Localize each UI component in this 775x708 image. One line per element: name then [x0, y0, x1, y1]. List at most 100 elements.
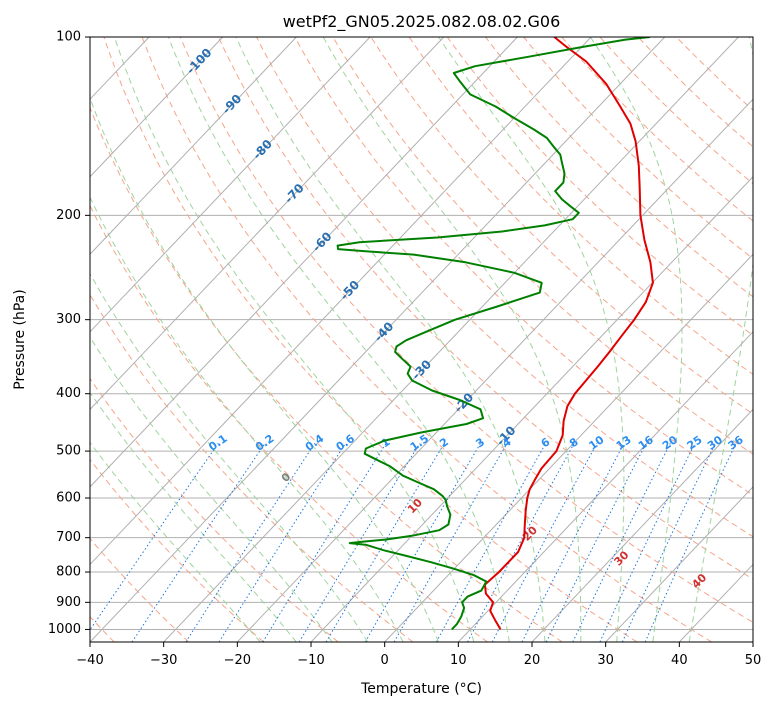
isotherm-line	[752, 641, 753, 642]
dry-adiabat	[217, 37, 753, 580]
moist-adiabat	[589, 37, 683, 642]
mixing-ratio-line	[644, 443, 737, 642]
mixing-ratio-label: 30	[705, 433, 725, 453]
moist-adiabat	[90, 441, 261, 642]
moist-adiabat-label: 10	[405, 496, 425, 516]
mixing-ratio-line	[572, 443, 671, 642]
y-tick-label: 700	[56, 530, 81, 545]
dry-adiabat	[332, 37, 753, 455]
dry-adiabat	[90, 204, 488, 642]
moist-adiabat	[90, 336, 333, 642]
mixing-ratio-label: 0.6	[334, 432, 358, 454]
dry-adiabat	[179, 37, 753, 623]
chart-title: wetPf2_GN05.2025.082.08.02.G06	[283, 12, 561, 32]
dewpoint-profile-line	[336, 37, 651, 631]
isotherm-line	[310, 176, 753, 642]
mixing-ratio-line	[325, 443, 445, 642]
dry-adiabat	[103, 37, 638, 642]
moist-adiabat	[167, 37, 510, 642]
x-tick-label: −30	[150, 653, 177, 668]
x-tick-label: 10	[450, 653, 467, 668]
isotherm-line	[90, 37, 518, 488]
dry-adiabat	[523, 37, 753, 260]
mixing-ratio-line	[599, 443, 696, 642]
mixing-ratio-label: 36	[726, 433, 746, 453]
moist-adiabat	[688, 37, 753, 642]
isotherm-line	[90, 37, 297, 256]
y-tick-label: 400	[56, 386, 81, 401]
x-tick-label: 20	[524, 653, 541, 668]
dry-adiabat	[599, 37, 753, 185]
dry-adiabat	[256, 37, 753, 538]
x-tick-label: 40	[671, 653, 688, 668]
isotherm-line	[531, 408, 753, 642]
mixing-ratio-line	[621, 443, 716, 642]
mixing-ratio-line	[545, 443, 647, 642]
y-tick-label: 800	[56, 565, 81, 580]
isotherm-line	[90, 37, 592, 566]
dry-adiabat	[637, 37, 753, 148]
moist-adiabat-label: 40	[689, 571, 709, 591]
y-tick-label: 900	[56, 595, 81, 610]
plot-area: -100-90-80-70-60-50-40-30-20-100.1 0.2 0.4…	[0, 37, 753, 642]
mixing-ratio-line	[435, 443, 547, 642]
mixing-ratio-line	[185, 443, 316, 642]
x-tick-label: −10	[297, 653, 324, 668]
dry-adiabat	[294, 37, 753, 496]
isotherm-line	[90, 37, 666, 642]
mixing-ratio-line	[298, 443, 421, 642]
mixing-ratio-label: 13	[614, 433, 634, 452]
y-tick-label: 300	[56, 312, 81, 327]
x-axis-ticks: −40 −30 −20 −10 0 10 20 30 40 50	[76, 642, 761, 668]
dry-adiabat	[561, 37, 753, 222]
x-axis-label: Temperature (°C)	[360, 681, 482, 697]
mixing-ratio-line	[491, 443, 598, 642]
mixing-ratio-label: 16	[636, 433, 656, 453]
dry-adiabat	[90, 458, 264, 642]
x-tick-label: 0	[381, 653, 389, 668]
dry-adiabat	[90, 293, 414, 642]
moist-adiabats	[90, 37, 753, 642]
y-tick-label: 500	[56, 444, 81, 459]
isotherm-line	[90, 37, 371, 333]
dry-adiabat	[446, 37, 753, 336]
temperature-profile-line	[483, 37, 654, 630]
mixing-ratio-label: 20	[660, 433, 680, 453]
mixing-ratio-label: 0.2	[253, 432, 276, 454]
dry-adiabat	[90, 377, 339, 642]
mixing-ratio-line	[90, 443, 219, 631]
mixing-ratio-line	[218, 443, 347, 642]
isotherm-line	[605, 486, 753, 642]
isotherm-line	[457, 331, 753, 642]
isotherms	[0, 37, 753, 642]
x-tick-label: −40	[76, 653, 103, 668]
moist-adiabat	[322, 37, 582, 642]
dry-adiabat	[408, 37, 753, 375]
isotherm-line	[384, 253, 753, 642]
mixing-ratio-label: 25	[685, 433, 705, 452]
isotherm-line	[90, 37, 224, 178]
x-tick-label: 30	[597, 653, 614, 668]
moist-adiabat	[90, 96, 439, 642]
plot-frame	[89, 36, 754, 643]
moist-adiabat	[90, 196, 404, 642]
x-tick-label: 50	[745, 653, 762, 668]
mixing-ratio-line	[467, 443, 575, 642]
moist-adiabat	[235, 37, 546, 642]
moist-adiabat	[114, 37, 475, 642]
x-tick-label: −20	[224, 653, 251, 668]
mixing-ratio-lines	[90, 443, 737, 642]
dry-adiabat	[370, 37, 753, 415]
sounding-series	[336, 37, 654, 631]
y-axis-label: Pressure (hPa)	[12, 289, 28, 389]
y-tick-label: 600	[56, 491, 81, 506]
mixing-ratio-label: 0.4	[303, 432, 327, 454]
isotherm-line	[0, 37, 2, 642]
mixing-ratio-label: 2	[437, 435, 451, 450]
dry-adiabat	[485, 37, 753, 298]
y-tick-label: 200	[56, 208, 81, 223]
mixing-ratio-line	[131, 443, 266, 642]
mixing-ratio-label: 10	[587, 433, 607, 453]
dry-adiabat	[90, 537, 190, 642]
